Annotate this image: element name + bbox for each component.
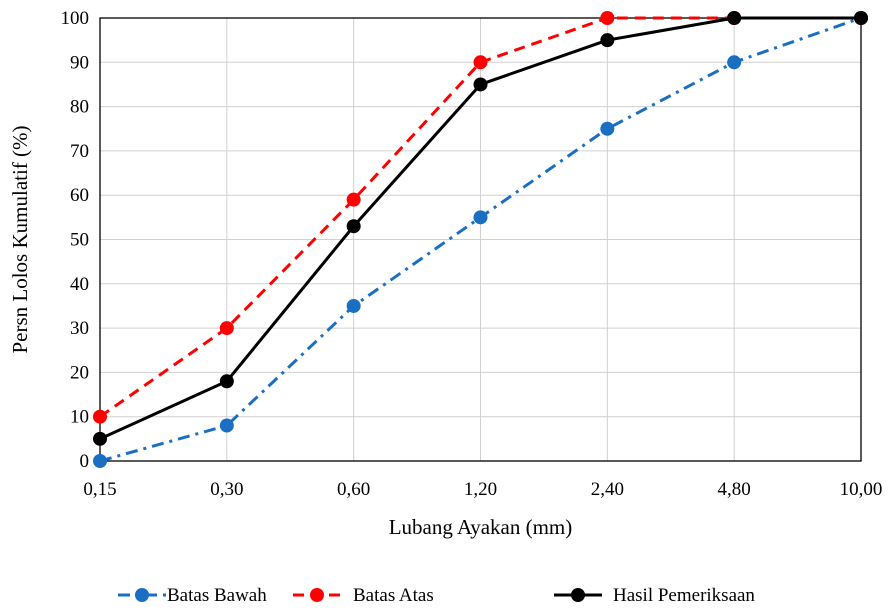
x-tick-label: 2,40 [591,479,624,500]
x-axis-title: Lubang Ayakan (mm) [389,515,573,539]
legend: Batas Bawah Batas Atas Hasil Pemeriksaan [118,585,755,606]
y-tick-label: 50 [70,230,89,251]
x-tick-label: 1,20 [464,479,497,500]
y-tick-label: 0 [80,451,90,472]
y-tick-label: 30 [70,318,89,339]
legend-label: Hasil Pemeriksaan [613,585,755,606]
y-axis-title: Persn Lolos Kumulatif (%) [8,125,32,353]
data-point [854,11,868,25]
legend-marker [135,588,149,602]
legend-item: Batas Atas [293,585,434,606]
data-point [346,298,361,313]
data-point [600,11,615,25]
legend-marker [310,588,324,602]
data-point [93,409,107,424]
y-tick-label: 10 [70,407,89,428]
data-point [473,55,488,70]
data-point [219,374,234,389]
y-tick-label: 90 [70,52,89,73]
data-point [93,454,107,468]
legend-item: Hasil Pemeriksaan [554,585,755,606]
legend-label: Batas Atas [353,585,434,606]
plot-area-border [99,17,862,462]
legend-item: Batas Bawah [118,585,267,606]
data-point [600,121,615,136]
x-tick-label: 10,00 [840,479,883,500]
data-point [727,11,742,25]
y-tick-label: 100 [61,8,90,29]
data-series [93,11,868,468]
data-point [727,55,742,70]
y-tick-label: 20 [70,362,89,383]
series-batas-bawah [93,11,868,468]
tick-labels: 0 10 20 30 40 50 60 70 80 90 100 0,15 0,30 0,60 1,20 2,… [61,8,883,500]
data-point [219,418,234,433]
data-point [600,33,615,48]
data-point [473,210,488,225]
data-point [346,192,361,207]
data-point [473,77,488,92]
y-tick-label: 60 [70,185,89,206]
y-tick-label: 40 [70,274,89,295]
data-point [346,219,361,234]
x-tick-label: 0,30 [210,479,243,500]
y-tick-label: 80 [70,97,89,118]
series-hasil-pemeriksaan [93,11,868,446]
x-tick-label: 0,15 [83,479,116,500]
legend-marker [571,588,585,602]
data-point [93,431,107,446]
y-tick-label: 70 [70,141,89,162]
x-tick-label: 4,80 [718,479,751,500]
data-point [219,321,234,336]
legend-label: Batas Bawah [167,585,267,606]
x-tick-label: 0,60 [337,479,370,500]
